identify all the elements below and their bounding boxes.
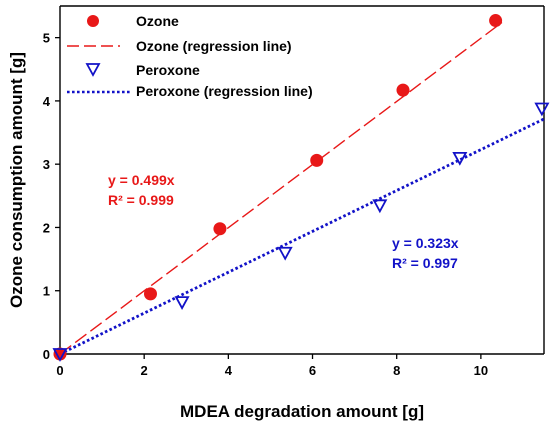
peroxone-regression-line [59,117,545,356]
x-tick-label: 4 [225,363,233,378]
y-tick-label: 0 [43,347,50,362]
x-tick-label: 8 [393,363,400,378]
y-tick-label: 1 [43,284,50,299]
x-ticks: 0 2 4 6 8 10 [56,354,488,378]
ozone-point [396,83,410,97]
y-ticks: 0 1 2 3 4 5 [43,31,60,362]
peroxone-equation-line-1: y = 0.323x [392,235,459,251]
plot-area [59,5,545,355]
ozone-point [53,347,67,361]
legend-ozone-label: Ozone [136,13,179,29]
legend-peroxone-label: Peroxone [136,62,200,78]
peroxone-point [277,246,293,261]
y-tick-label: 4 [43,94,51,109]
ozone-point [143,287,157,301]
ozone-equation-line-2: R² = 0.999 [108,192,174,208]
legend: Ozone Ozone (regression line) Peroxone P… [67,13,313,99]
x-tick-label: 0 [56,363,63,378]
legend-ozone-regression-label: Ozone (regression line) [136,38,292,54]
peroxone-equation: y = 0.323x R² = 0.997 [392,235,459,271]
x-axis-title: MDEA degradation amount [g] [180,402,424,421]
peroxone-equation-line-2: R² = 0.997 [392,255,458,271]
x-tick-label: 10 [474,363,488,378]
peroxone-point [534,102,550,117]
ozone-point [213,222,227,236]
ozone-equation-line-1: y = 0.499x [108,172,175,188]
legend-peroxone-regression-label: Peroxone (regression line) [136,83,313,99]
y-tick-label: 2 [43,220,50,235]
ozone-point [489,14,503,28]
peroxone-point [372,199,388,214]
peroxone-point [452,151,468,166]
ozone-equation: y = 0.499x R² = 0.999 [108,172,175,208]
peroxone-point [52,348,68,362]
ozone-regression-line [59,21,503,355]
ozone-point [310,153,324,167]
y-tick-label: 3 [43,157,50,172]
legend-peroxone-marker [85,63,101,77]
x-tick-label: 2 [141,363,148,378]
y-axis-title: Ozone consumption amount [g] [7,52,26,308]
y-tick-label: 5 [43,31,50,46]
x-tick-label: 6 [309,363,316,378]
peroxone-point [174,296,190,310]
markers [52,14,550,362]
regression-lines [59,21,545,356]
legend-ozone-marker [87,15,99,27]
